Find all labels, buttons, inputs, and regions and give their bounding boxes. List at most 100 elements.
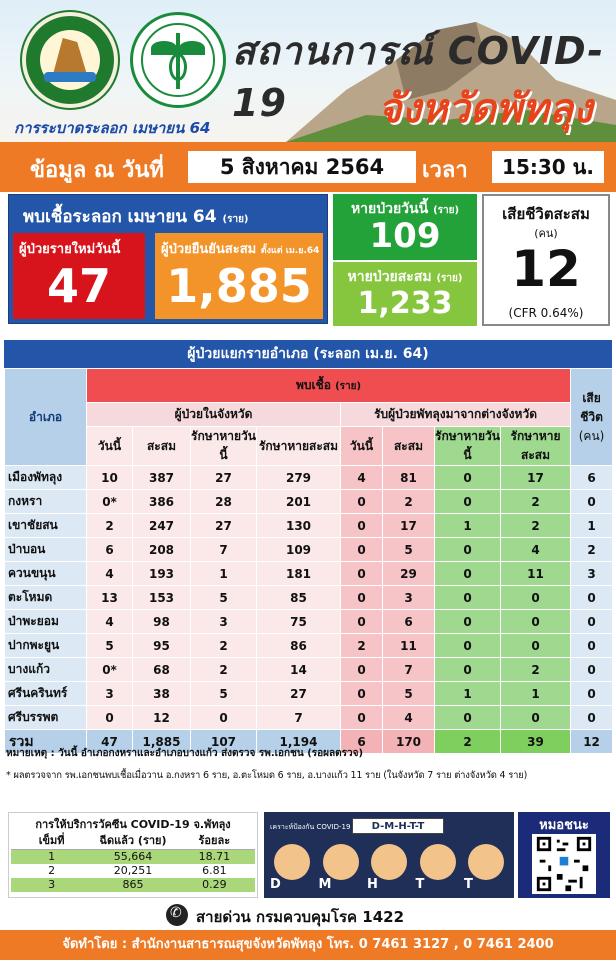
- district-name: ศรีนครินทร์: [4, 681, 87, 706]
- district-name: เขาชัยสน: [4, 513, 87, 538]
- table-cell: 3: [570, 561, 614, 586]
- table-cell: 4: [382, 705, 435, 730]
- table-cell: 2: [499, 657, 572, 682]
- table-cell: 5: [190, 681, 257, 706]
- table-cell: 0: [570, 489, 614, 514]
- table-cell: 0: [570, 585, 614, 610]
- province-title: จังหวัดพัทลุง: [378, 86, 593, 132]
- table-cell: 0: [340, 609, 383, 634]
- total-cell: 107: [190, 729, 257, 754]
- table-row: ปากพะยูน 5 95 2 86 2 11 0 0 0: [4, 633, 614, 658]
- district-name: บางแก้ว: [4, 657, 87, 682]
- infection-summary-title: พบเชื้อระลอก เมษายน 64 (ราย): [23, 207, 249, 227]
- subheader-cell: สะสม: [132, 426, 191, 466]
- total-cell: 12: [570, 729, 614, 754]
- in-province-group-header: ผู้ป่วยในจังหวัด: [86, 402, 341, 427]
- total-label: รวม: [4, 729, 87, 754]
- total-cell: 1,885: [132, 729, 191, 754]
- table-cell: 3: [382, 585, 435, 610]
- death-label: เสียชีวิตสะสม: [502, 205, 590, 223]
- cumulative-cases-label: ผู้ป่วยยืนยันสะสม ตั้งแต่ เม.ย.64: [161, 242, 320, 257]
- dmhtt-banner: เคราะห์ป้องกัน COVID-19 D-M-H-T-T D M H …: [264, 812, 514, 898]
- vaccine-row: 1 55,664 18.71: [11, 849, 255, 864]
- district-table-title: ผู้ป่วยแยกรายอำเภอ (ระลอก เม.ย. 64): [4, 340, 612, 368]
- subheader-cell: วันนี้: [86, 426, 133, 466]
- cumulative-cases-value: 1,885: [166, 259, 312, 313]
- table-cell: 0: [499, 609, 572, 634]
- vaccine-header-count: ฉีดแล้ว (ราย): [92, 831, 174, 850]
- table-cell: 0: [434, 585, 501, 610]
- total-cell: 47: [86, 729, 133, 754]
- distancing-icon: D: [270, 844, 314, 892]
- table-cell: 5: [382, 681, 435, 706]
- table-cell: 0: [340, 681, 383, 706]
- table-cell: 0: [434, 633, 501, 658]
- recovered-total-card: หายป่วยสะสม (ราย) 1,233: [333, 262, 477, 326]
- table-cell: 0: [340, 513, 383, 538]
- subheader-cell: วันนี้: [340, 426, 383, 466]
- vaccine-header-dose: เข็มที่: [11, 831, 93, 850]
- table-cell: 130: [256, 513, 341, 538]
- table-cell: 2: [570, 537, 614, 562]
- table-row: ศรีนครินทร์ 3 38 5 27 0 5 1 1 0: [4, 681, 614, 706]
- table-cell: 75: [256, 609, 341, 634]
- table-row: ป่าบอน 6 208 7 109 0 5 0 4 2: [4, 537, 614, 562]
- district-name: ปากพะยูน: [4, 633, 87, 658]
- table-cell: 0: [434, 561, 501, 586]
- table-cell: 2: [499, 513, 572, 538]
- table-cell: 0: [570, 633, 614, 658]
- table-cell: 0: [570, 681, 614, 706]
- table-cell: 0: [434, 609, 501, 634]
- table-cell: 1: [499, 681, 572, 706]
- table-cell: 17: [382, 513, 435, 538]
- table-cell: 0: [434, 705, 501, 730]
- mountain-image: [286, 22, 616, 142]
- table-cell: 201: [256, 489, 341, 514]
- table-cell: 81: [382, 465, 435, 490]
- table-cell: 0: [86, 705, 133, 730]
- table-cell: 2: [340, 633, 383, 658]
- table-row: บางแก้ว 0* 68 2 14 0 7 0 2 0: [4, 657, 614, 682]
- table-cell: 86: [256, 633, 341, 658]
- table-row: เขาชัยสน 2 247 27 130 0 17 1 2 1: [4, 513, 614, 538]
- vaccine-percent: 18.71: [173, 849, 255, 864]
- province-seal-logo: [22, 12, 118, 108]
- table-cell: 2: [499, 489, 572, 514]
- time-value: 15:30 น.: [492, 151, 604, 183]
- table-cell: 3: [86, 681, 133, 706]
- table-cell: 4: [86, 609, 133, 634]
- table-cell: 0: [340, 537, 383, 562]
- table-cell: 4: [499, 537, 572, 562]
- death-value: 12: [511, 240, 581, 298]
- subheader-cell: สะสม: [382, 426, 435, 466]
- table-cell: 0: [340, 657, 383, 682]
- district-name: ป่าบอน: [4, 537, 87, 562]
- table-cell: 193: [132, 561, 191, 586]
- table-cell: 98: [132, 609, 191, 634]
- temperature-icon: T: [416, 844, 460, 892]
- infection-summary-panel: พบเชื้อระลอก เมษายน 64 (ราย) ผู้ป่วยรายใ…: [8, 194, 328, 324]
- table-cell: 17: [499, 465, 572, 490]
- dmhtt-subtitle: เคราะห์ป้องกัน COVID-19: [270, 823, 351, 831]
- page-title: สถานการณ์ COVID-19: [232, 29, 605, 125]
- table-cell: 0: [340, 585, 383, 610]
- recovered-today-value: 109: [369, 216, 441, 256]
- table-cell: 0: [190, 705, 257, 730]
- vaccine-dose: 2: [11, 863, 93, 878]
- vaccine-count: 20,251: [92, 863, 174, 878]
- table-cell: 0: [570, 657, 614, 682]
- date-label: ข้อมูล ณ วันที่: [30, 158, 164, 183]
- table-cell: 0: [434, 489, 501, 514]
- hotline-text: สายด่วน กรมควบคุมโรค 1422: [196, 908, 405, 926]
- table-cell: 109: [256, 537, 341, 562]
- table-cell: 0: [340, 561, 383, 586]
- table-cell: 5: [86, 633, 133, 658]
- table-cell: 5: [190, 585, 257, 610]
- qr-code-icon[interactable]: [532, 834, 596, 894]
- table-cell: 13: [86, 585, 133, 610]
- table-cell: 0: [499, 585, 572, 610]
- table-cell: 29: [382, 561, 435, 586]
- dmhtt-icons: D M H T T: [270, 844, 508, 892]
- table-cell: 0: [570, 705, 614, 730]
- table-cell: 7: [256, 705, 341, 730]
